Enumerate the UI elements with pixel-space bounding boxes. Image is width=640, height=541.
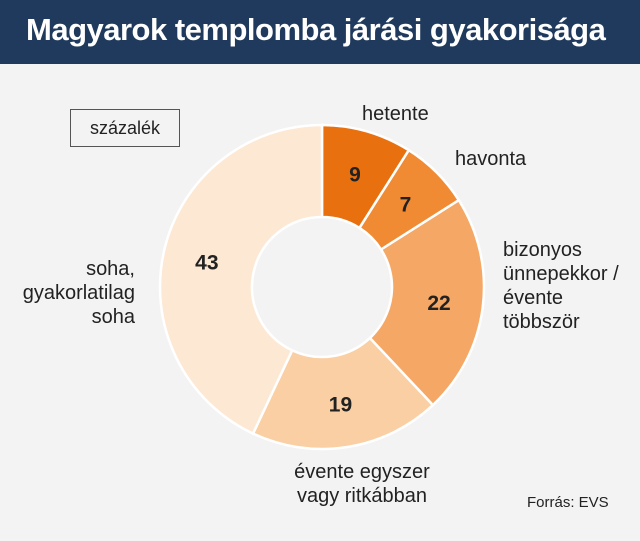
slice-label-2: bizonyos ünnepekkor / évente többször	[503, 239, 619, 333]
slice-label-line: hetente	[362, 103, 429, 125]
slice-label-line: évente egyszer	[294, 461, 430, 483]
slice-value-1: 7	[400, 194, 412, 217]
slice-label-1: havonta	[455, 148, 527, 170]
slice-label-line: többször	[503, 311, 580, 333]
slice-value-3: 19	[329, 394, 352, 417]
chart-title: Magyarok templomba járási gyakorisága	[26, 12, 606, 47]
slice-label-line: gyakorlatilag	[23, 282, 135, 304]
slice-value-0: 9	[349, 164, 361, 187]
slice-label-line: ünnepekkor /	[503, 263, 619, 285]
title-bar: Magyarok templomba járási gyakorisága	[0, 0, 640, 64]
slice-3	[251, 336, 435, 451]
slice-label-line: vagy ritkábban	[297, 485, 427, 507]
slice-label-0: hetente	[362, 103, 429, 125]
slice-label-line: évente	[503, 287, 563, 309]
slice-value-2: 22	[427, 292, 450, 315]
source-note: Forrás: EVS	[527, 494, 609, 511]
slice-2	[368, 198, 486, 407]
slice-label-line: soha	[92, 306, 136, 328]
slice-label-line: bizonyos	[503, 239, 582, 261]
slice-label-3: évente egyszer vagy ritkábban	[294, 461, 430, 507]
unit-label: százalék	[70, 109, 180, 147]
slice-4	[158, 123, 324, 436]
slice-label-line: soha,	[86, 258, 135, 280]
slice-label-line: havonta	[455, 148, 527, 170]
slice-label-4: soha, gyakorlatilag soha	[23, 258, 136, 328]
slice-value-4: 43	[195, 251, 218, 274]
